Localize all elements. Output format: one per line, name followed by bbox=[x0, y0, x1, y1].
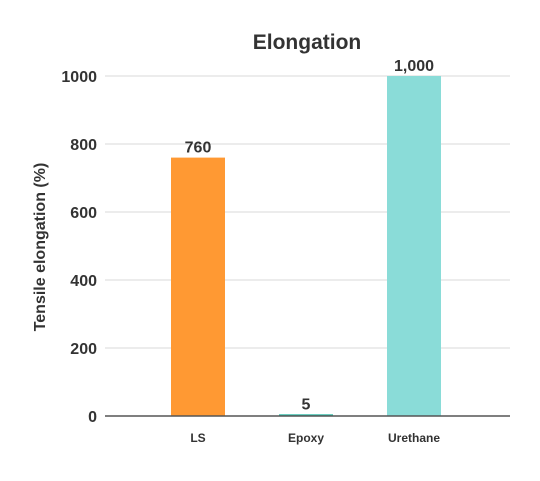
gridlines bbox=[105, 75, 510, 349]
y-tick-label: 600 bbox=[70, 205, 97, 222]
bar-urethane bbox=[387, 76, 441, 416]
bar-ls bbox=[171, 157, 225, 416]
y-tick-label: 0 bbox=[88, 409, 97, 426]
bars bbox=[171, 76, 441, 416]
y-tick-label: 800 bbox=[70, 137, 97, 154]
value-labels: 760 5 1,000 bbox=[185, 58, 434, 413]
value-label-ls: 760 bbox=[185, 140, 212, 157]
x-tick-label-epoxy: Epoxy bbox=[288, 431, 324, 445]
value-label-urethane: 1,000 bbox=[394, 58, 434, 75]
y-axis-label: Tensile elongation (%) bbox=[32, 163, 49, 332]
y-axis-ticks: 0 200 400 600 800 1000 bbox=[61, 69, 97, 426]
y-tick-label: 400 bbox=[70, 273, 97, 290]
x-tick-label-urethane: Urethane bbox=[388, 431, 440, 445]
x-axis-ticks: LS Epoxy Urethane bbox=[190, 431, 440, 445]
y-tick-label: 1000 bbox=[61, 69, 97, 86]
bar-epoxy bbox=[279, 414, 333, 416]
value-label-epoxy: 5 bbox=[302, 396, 311, 413]
chart-title: Elongation bbox=[253, 31, 362, 54]
y-tick-label: 200 bbox=[70, 341, 97, 358]
x-tick-label-ls: LS bbox=[190, 431, 205, 445]
